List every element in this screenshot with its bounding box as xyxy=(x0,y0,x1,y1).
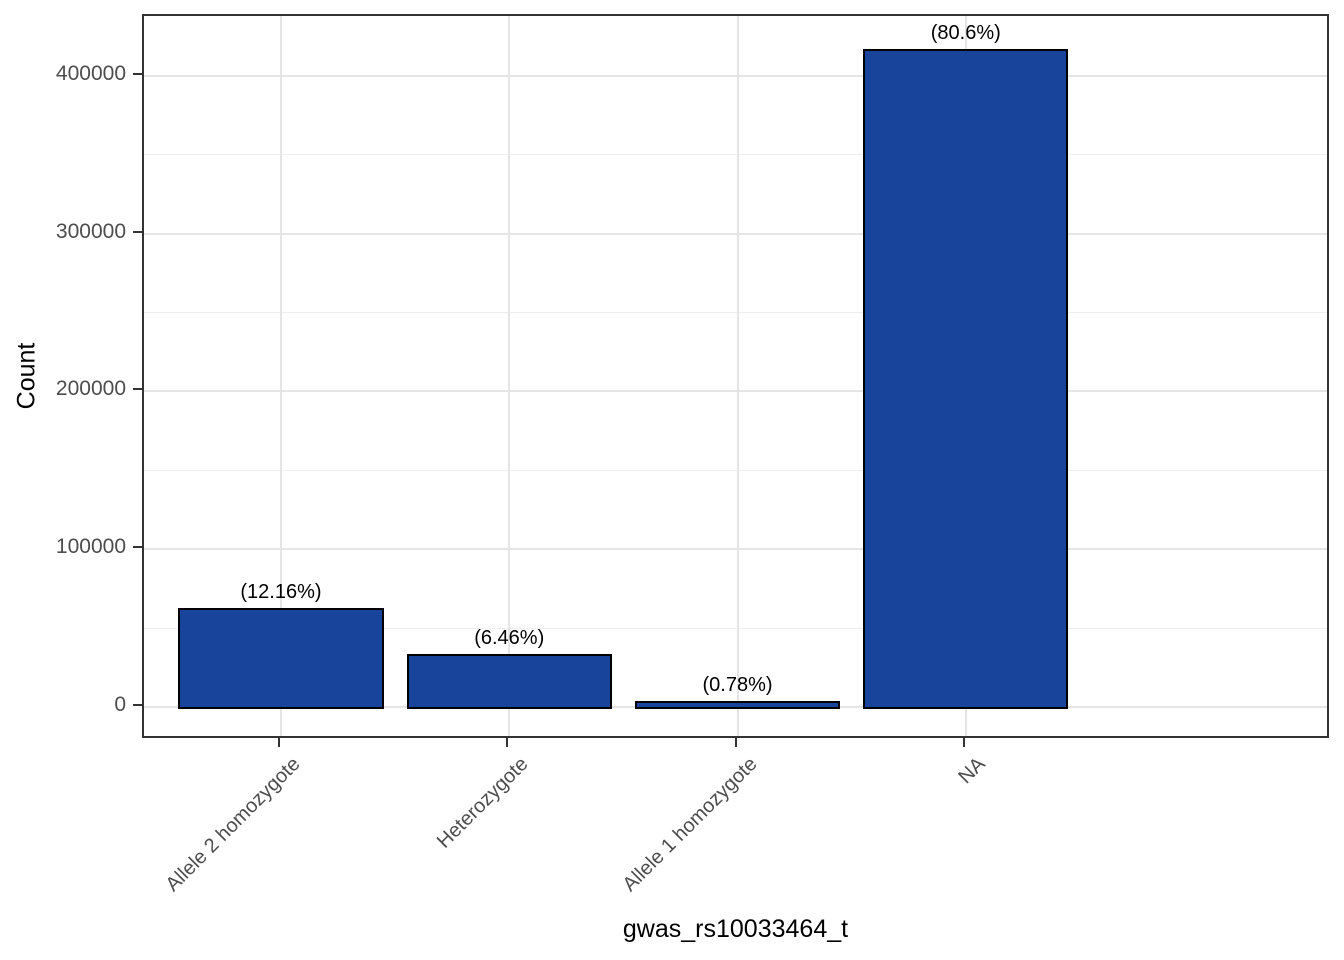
x-tick-mark-allele-1-homozygote xyxy=(734,738,737,747)
bar-allele-1-homozygote xyxy=(634,700,841,710)
plot-panel: (12.16%) (6.46%) (0.78%) (80.6%) xyxy=(142,14,1329,738)
bar-allele-2-homozygote xyxy=(178,607,384,709)
y-tick-mark-0 xyxy=(133,704,142,707)
x-tick-mark-heterozygote xyxy=(506,738,509,747)
major-gridline-x-3 xyxy=(736,16,739,736)
y-tick-mark-100000 xyxy=(133,546,142,549)
y-tick-label-200000: 200000 xyxy=(55,377,126,401)
minor-gridline-y-50000 xyxy=(144,627,1327,629)
bar-heterozygote xyxy=(406,654,612,710)
y-tick-mark-400000 xyxy=(133,72,142,75)
x-tick-mark-allele-2-homozygote xyxy=(277,738,280,747)
x-axis-title: gwas_rs10033464_t xyxy=(622,915,849,943)
y-tick-label-300000: 300000 xyxy=(55,219,126,243)
major-gridline-y-200000 xyxy=(144,390,1327,393)
major-gridline-y-300000 xyxy=(144,232,1327,235)
y-tick-mark-300000 xyxy=(133,230,142,233)
bar-percent-label-allele-1-homozygote: (0.78%) xyxy=(702,673,773,696)
y-tick-label-100000: 100000 xyxy=(55,535,126,559)
minor-gridline-y-250000 xyxy=(144,312,1327,313)
y-tick-mark-200000 xyxy=(133,388,142,391)
major-gridline-y-100000 xyxy=(144,548,1327,551)
y-tick-label-0: 0 xyxy=(114,693,126,717)
bar-percent-label-heterozygote: (6.46%) xyxy=(474,627,545,650)
bar-percent-label-na: (80.6%) xyxy=(930,22,1001,45)
minor-gridline-y-150000 xyxy=(144,469,1327,471)
major-gridline-y-400000 xyxy=(144,74,1327,77)
major-gridline-x-1 xyxy=(279,16,282,736)
bar-percent-label-allele-2-homozygote: (12.16%) xyxy=(240,580,322,603)
x-tick-mark-na xyxy=(962,738,965,747)
y-tick-label-400000: 400000 xyxy=(55,61,126,85)
minor-gridline-y-350000 xyxy=(144,154,1327,156)
bar-na xyxy=(863,49,1069,709)
major-gridline-x-2 xyxy=(508,16,511,736)
